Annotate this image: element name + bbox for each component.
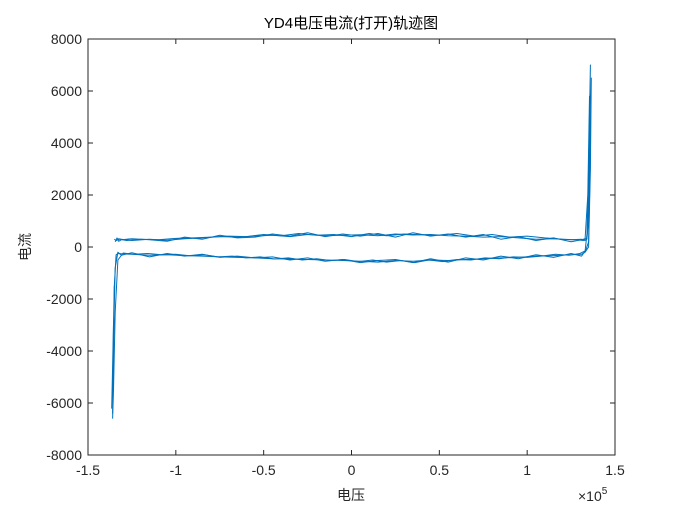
y-tick-label: -8000 — [46, 447, 82, 463]
x-tick-label: 1.5 — [605, 462, 625, 478]
chart-title: YD4电压电流(打开)轨迹图 — [264, 15, 438, 32]
y-tick-label: -6000 — [46, 395, 82, 411]
x-tick-label: 1 — [523, 462, 531, 478]
x-tick-label: -1.5 — [76, 462, 100, 478]
y-tick-label: 4000 — [51, 135, 82, 151]
x-axis-ticks: -1.5 -1 -0.5 0 0.5 1 1.5 — [76, 39, 625, 478]
y-tick-label: 0 — [74, 239, 82, 255]
x-axis-title: 电压 — [337, 487, 365, 503]
x-axis-exponent: ×105 — [578, 486, 608, 504]
y-tick-label: -4000 — [46, 343, 82, 359]
x-tick-label: 0 — [348, 462, 356, 478]
series-layer — [111, 64, 592, 419]
y-tick-label: 8000 — [51, 31, 82, 47]
y-axis-title: 电流 — [17, 233, 33, 261]
series-line-3 — [112, 64, 591, 419]
x-axis-exponent-base: ×10 — [578, 488, 602, 504]
x-tick-label: -0.5 — [252, 462, 276, 478]
x-axis-exponent-power: 5 — [602, 486, 608, 497]
y-axis-ticks: -8000 -6000 -4000 -2000 0 2000 4000 6000 8000 — [46, 31, 615, 463]
x-tick-label: -1 — [170, 462, 183, 478]
x-tick-label: 0.5 — [430, 462, 450, 478]
y-tick-label: 2000 — [51, 187, 82, 203]
y-tick-label: 6000 — [51, 83, 82, 99]
plot-area — [88, 39, 615, 455]
y-tick-label: -2000 — [46, 291, 82, 307]
